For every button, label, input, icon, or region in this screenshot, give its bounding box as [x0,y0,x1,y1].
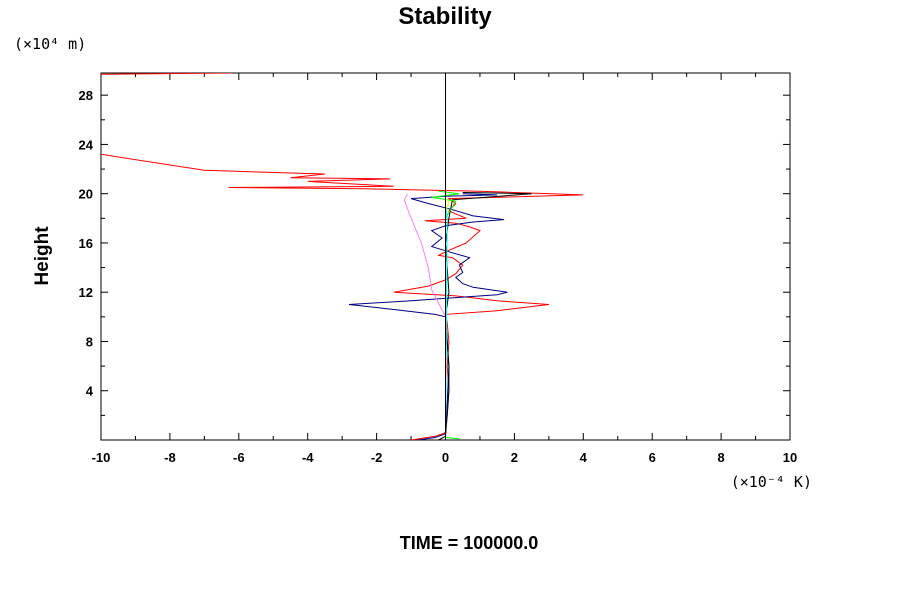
x-tick-label: -8 [164,450,176,465]
series-line [101,73,232,75]
time-label: TIME = 100000.0 [400,533,539,553]
x-tick-label: 2 [511,450,518,465]
x-tick-label: 8 [717,450,724,465]
y-tick-label: 28 [79,88,93,103]
series-line [438,192,532,440]
y-axis-label: Height [32,226,53,286]
y-tick-label: 24 [79,137,94,152]
x-tick-label: -6 [233,450,245,465]
series-layer [101,73,584,440]
y-tick-label: 4 [86,384,94,399]
x-tick-label: 6 [649,450,656,465]
y-tick-label: 20 [79,187,93,202]
series-line [101,153,584,440]
y-unit-label: (×10⁴ m) [14,35,86,53]
series-line [445,205,448,440]
y-tick-label: 8 [86,334,93,349]
x-tick-label: -2 [371,450,383,465]
series-line [348,193,508,440]
x-tick-label: -10 [92,450,111,465]
x-tick-label: 0 [442,450,449,465]
x-tick-label: 4 [580,450,588,465]
chart-title: Stability [398,3,492,30]
y-tick-label: 16 [79,236,93,251]
y-tick-label: 12 [79,285,93,300]
x-tick-label: -4 [302,450,314,465]
series-line [403,193,446,440]
x-tick-label: 10 [783,450,797,465]
x-unit-label: (×10⁻⁴ K) [731,473,812,491]
